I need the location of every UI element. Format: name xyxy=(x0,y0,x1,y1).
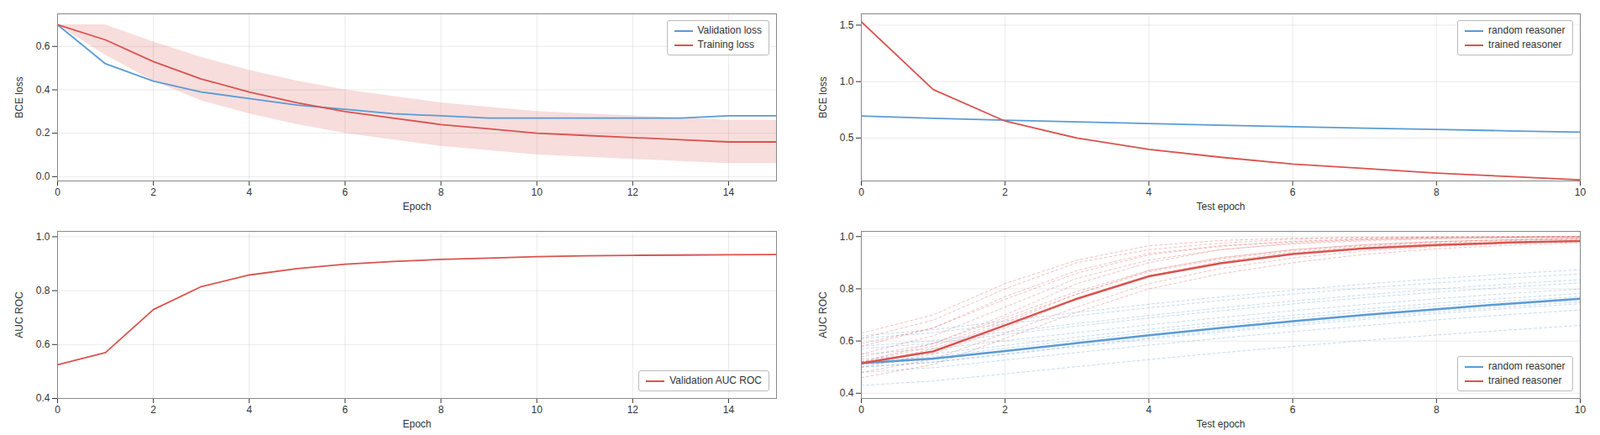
svg-text:6: 6 xyxy=(342,186,349,199)
svg-text:10: 10 xyxy=(1573,403,1586,416)
svg-text:0: 0 xyxy=(54,186,61,199)
svg-text:10: 10 xyxy=(530,186,543,199)
svg-text:2: 2 xyxy=(150,403,157,416)
svg-text:Test epoch: Test epoch xyxy=(1196,418,1245,431)
svg-text:0.2: 0.2 xyxy=(36,126,51,139)
svg-text:0.5: 0.5 xyxy=(839,131,854,144)
svg-text:AUC ROC: AUC ROC xyxy=(13,291,26,339)
svg-text:BCE loss: BCE loss xyxy=(13,76,26,118)
svg-text:14: 14 xyxy=(723,186,735,199)
html-text:random reasoner: random reasoner xyxy=(1488,360,1566,373)
svg-text:Epoch: Epoch xyxy=(402,418,431,431)
svg-text:AUC ROC: AUC ROC xyxy=(817,291,829,339)
svg-text:4: 4 xyxy=(246,186,252,199)
svg-text:2: 2 xyxy=(1001,403,1008,416)
svg-text:10: 10 xyxy=(1573,186,1586,199)
svg-text:BCE loss: BCE loss xyxy=(817,76,829,118)
svg-text:0.4: 0.4 xyxy=(839,387,854,399)
svg-text:0.6: 0.6 xyxy=(839,335,854,347)
svg-text:0: 0 xyxy=(858,186,865,199)
svg-text:2: 2 xyxy=(1001,186,1008,199)
svg-text:8: 8 xyxy=(1432,403,1439,416)
svg-text:0.4: 0.4 xyxy=(36,83,51,96)
svg-text:Epoch: Epoch xyxy=(402,200,431,213)
svg-text:0.8: 0.8 xyxy=(36,284,51,297)
svg-text:14: 14 xyxy=(723,403,735,416)
svg-text:0.6: 0.6 xyxy=(36,338,51,351)
svg-text:6: 6 xyxy=(1289,186,1296,199)
svg-text:6: 6 xyxy=(1289,403,1296,416)
svg-text:8: 8 xyxy=(438,403,445,416)
svg-text:0: 0 xyxy=(54,403,61,416)
svg-text:10: 10 xyxy=(530,403,543,416)
html-text:trained reasoner: trained reasoner xyxy=(1488,38,1562,51)
html-text:Training loss: Training loss xyxy=(697,38,755,51)
svg-text:6: 6 xyxy=(342,403,349,416)
svg-text:1.0: 1.0 xyxy=(36,230,51,243)
html-text:Validation loss: Validation loss xyxy=(697,24,762,37)
svg-text:12: 12 xyxy=(627,403,640,416)
svg-text:2: 2 xyxy=(150,186,157,199)
svg-text:0.8: 0.8 xyxy=(839,283,854,295)
svg-text:1.0: 1.0 xyxy=(839,75,854,88)
svg-text:4: 4 xyxy=(1145,186,1152,199)
svg-text:0: 0 xyxy=(858,403,865,416)
svg-text:0.6: 0.6 xyxy=(36,40,51,53)
svg-text:1.5: 1.5 xyxy=(839,19,854,32)
svg-text:4: 4 xyxy=(1145,403,1152,416)
html-text:Validation AUC ROC: Validation AUC ROC xyxy=(669,374,762,387)
svg-text:8: 8 xyxy=(1432,186,1439,199)
html-text:random reasoner: random reasoner xyxy=(1488,24,1566,37)
svg-text:8: 8 xyxy=(438,186,445,199)
svg-text:0.0: 0.0 xyxy=(36,170,51,183)
svg-text:4: 4 xyxy=(246,403,252,416)
svg-text:Test epoch: Test epoch xyxy=(1196,200,1245,213)
html-text:trained reasoner: trained reasoner xyxy=(1488,374,1562,387)
svg-text:12: 12 xyxy=(627,186,640,199)
svg-text:0.4: 0.4 xyxy=(36,392,51,404)
svg-text:1.0: 1.0 xyxy=(839,230,854,243)
